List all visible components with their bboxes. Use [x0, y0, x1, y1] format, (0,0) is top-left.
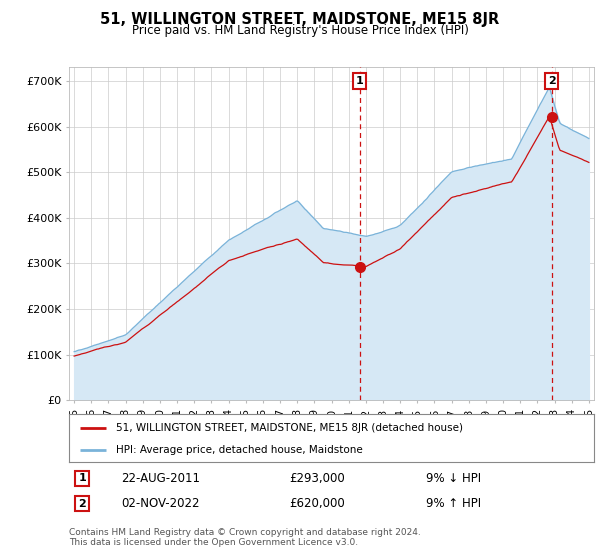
Text: 2: 2	[78, 498, 86, 508]
Text: HPI: Average price, detached house, Maidstone: HPI: Average price, detached house, Maid…	[116, 445, 363, 455]
Text: 9% ↑ HPI: 9% ↑ HPI	[426, 497, 481, 510]
Text: 1: 1	[78, 473, 86, 483]
Text: 22-AUG-2011: 22-AUG-2011	[121, 472, 200, 485]
Text: 1: 1	[356, 76, 364, 86]
Text: £620,000: £620,000	[290, 497, 345, 510]
Text: Contains HM Land Registry data © Crown copyright and database right 2024.: Contains HM Land Registry data © Crown c…	[69, 528, 421, 536]
Text: 2: 2	[548, 76, 556, 86]
Text: £293,000: £293,000	[290, 472, 345, 485]
Text: Price paid vs. HM Land Registry's House Price Index (HPI): Price paid vs. HM Land Registry's House …	[131, 24, 469, 36]
Text: This data is licensed under the Open Government Licence v3.0.: This data is licensed under the Open Gov…	[69, 538, 358, 547]
Text: 51, WILLINGTON STREET, MAIDSTONE, ME15 8JR (detached house): 51, WILLINGTON STREET, MAIDSTONE, ME15 8…	[116, 423, 463, 433]
Text: 51, WILLINGTON STREET, MAIDSTONE, ME15 8JR: 51, WILLINGTON STREET, MAIDSTONE, ME15 8…	[100, 12, 500, 27]
Text: 9% ↓ HPI: 9% ↓ HPI	[426, 472, 481, 485]
Text: 02-NOV-2022: 02-NOV-2022	[121, 497, 200, 510]
